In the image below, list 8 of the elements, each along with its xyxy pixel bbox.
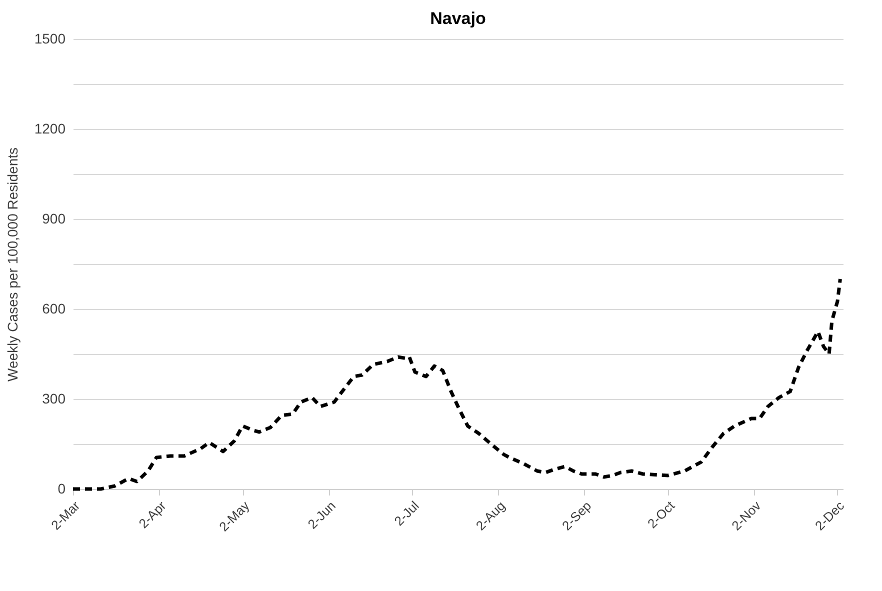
y-tick-label: 1200 <box>34 120 66 136</box>
y-axis-title: Weekly Cases per 100,000 Residents <box>4 148 20 382</box>
y-tick-label: 300 <box>42 390 66 406</box>
y-tick-label: 600 <box>42 300 66 316</box>
y-tick-label: 1500 <box>34 30 66 46</box>
y-tick-label: 0 <box>58 480 66 496</box>
chart-title: Navajo <box>430 9 486 28</box>
y-tick-label: 900 <box>42 210 66 226</box>
